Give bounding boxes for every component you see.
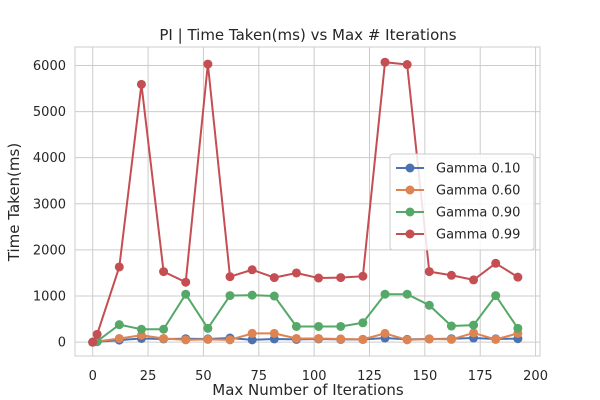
data-point [269,328,279,338]
data-point [181,289,191,299]
data-point [336,273,346,283]
data-point [247,328,257,338]
data-point [314,273,324,283]
data-point [269,273,279,283]
data-point [402,335,412,345]
legend-item: Gamma 0.90 [396,206,520,221]
y-tick-label: 4000 [33,151,66,166]
legend-label: Gamma 0.60 [436,184,520,199]
data-point [314,333,324,343]
data-point [491,258,501,268]
legend-label: Gamma 0.10 [436,162,520,177]
data-point [424,300,434,310]
y-tick-label: 6000 [33,59,66,74]
plot-frame [74,46,541,357]
data-point [225,335,235,345]
x-tick-label: 125 [357,369,382,384]
legend-swatch-marker [405,185,415,195]
data-point [446,321,456,331]
data-point [247,290,257,300]
series-layer [88,57,523,347]
tick-layer: 0 25 50 75 100 125 150 175 200010002000300040005… [33,59,548,384]
data-point [491,334,501,344]
data-point [88,337,98,347]
x-tick-label: 100 [302,369,327,384]
data-point [114,333,124,343]
legend-item: Gamma 0.10 [396,162,520,177]
data-point [247,335,257,345]
data-point [513,272,523,282]
data-point [92,329,102,339]
data-point [159,324,169,334]
data-point [358,271,368,281]
legend-items: Gamma 0.10 Gamma 0.60 Gamma 0.90 Gamma 0.99 [396,162,520,243]
x-tick-label: 175 [468,369,493,384]
data-point [136,79,146,89]
data-point [269,291,279,301]
data-point [291,321,301,331]
data-point [114,262,124,272]
series-gamma-0-99 [88,57,523,347]
data-point [424,267,434,277]
data-point [291,268,301,278]
legend-swatch-marker [405,163,415,173]
data-point [114,320,124,330]
data-point [181,335,191,345]
legend-item: Gamma 0.60 [396,184,520,199]
x-tick-label: 200 [523,369,548,384]
data-point [358,318,368,328]
x-tick-label: 25 [140,369,157,384]
x-tick-label: 50 [195,369,212,384]
y-tick-label: 0 [58,336,66,351]
chart-title: PI | Time Taken(ms) vs Max # Iterations [159,26,456,44]
data-point [181,277,191,287]
legend: Gamma 0.10 Gamma 0.60 Gamma 0.90 Gamma 0.99 [389,153,535,251]
data-point [380,328,390,338]
data-point [225,291,235,301]
data-point [469,320,479,330]
data-point [203,334,213,344]
y-tick-label: 1000 [33,290,66,305]
data-point [402,289,412,299]
y-tick-label: 5000 [33,105,66,120]
data-point [446,270,456,280]
data-point [380,57,390,67]
data-point [159,333,169,343]
data-point [336,334,346,344]
y-axis-label: Time Taken(ms) [5,143,23,262]
data-point [314,321,324,331]
data-point [469,275,479,285]
legend-item: Gamma 0.99 [396,228,520,243]
data-point [358,334,368,344]
data-point [336,321,346,331]
data-point [225,272,235,282]
x-tick-label: 0 [89,369,97,384]
legend-label: Gamma 0.90 [436,206,520,221]
x-tick-label: 150 [412,369,437,384]
data-point [513,323,523,333]
data-point [469,328,479,338]
data-point [491,291,501,301]
data-point [203,323,213,333]
data-point [136,324,146,334]
data-point [380,289,390,299]
y-tick-label: 2000 [33,243,66,258]
data-point [247,265,257,275]
x-tick-label: 75 [251,369,268,384]
x-axis-label: Max Number of Iterations [212,381,404,399]
y-tick-label: 3000 [33,197,66,212]
data-point [424,334,434,344]
data-point [446,334,456,344]
data-point [159,267,169,277]
data-point [203,59,213,69]
data-point [402,60,412,70]
legend-box [389,153,535,251]
data-point [291,333,301,343]
legend-swatch-marker [405,229,415,239]
legend-label: Gamma 0.99 [436,228,520,243]
legend-swatch-marker [405,207,415,217]
